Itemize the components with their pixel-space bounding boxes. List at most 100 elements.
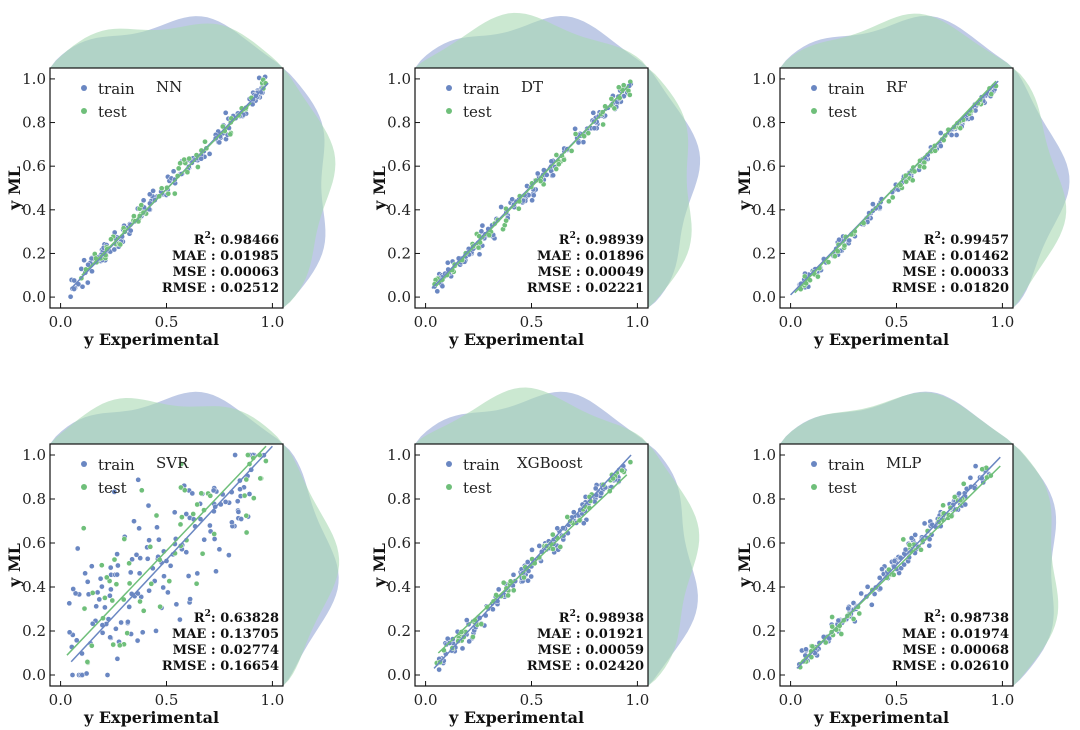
train-point: [93, 603, 100, 610]
test-point: [455, 638, 461, 644]
train-point: [135, 476, 142, 483]
top-density-test: [50, 398, 283, 444]
test-point: [626, 92, 633, 98]
train-point: [108, 586, 114, 593]
model-title: XGBoost: [517, 454, 582, 472]
x-tick-label: 0.5: [520, 691, 544, 709]
x-axis-label: y Experimental: [83, 708, 219, 727]
train-fit-line: [70, 445, 273, 663]
y-tick-label: 0.0: [752, 288, 776, 306]
train-point: [803, 646, 809, 653]
x-tick-label: 1.0: [625, 313, 649, 331]
train-point: [459, 645, 466, 652]
test-point: [157, 603, 163, 610]
train-point: [111, 489, 118, 495]
train-point: [870, 201, 876, 207]
train-point: [476, 251, 483, 258]
train-point: [136, 525, 142, 532]
train-point: [67, 293, 74, 300]
test-point: [615, 84, 622, 91]
x-tick-label: 1.0: [990, 691, 1014, 709]
train-point: [912, 532, 919, 538]
metric-r2-value: : 0.98938: [576, 611, 644, 626]
train-point: [434, 288, 441, 295]
panel-xgboost: 0.0 0.5 1.0 0.0 0.2 0.4 0.6 0.8 1.0 y Experimenta…: [370, 387, 700, 727]
marginal-distributions: [415, 12, 701, 308]
metric-rmse: RMSE : 0.02610: [892, 659, 1009, 674]
train-point: [948, 132, 955, 138]
test-point: [918, 546, 924, 553]
train-point: [89, 268, 95, 275]
train-point: [835, 617, 842, 624]
train-point: [495, 586, 502, 593]
test-point: [126, 580, 133, 587]
test-point: [627, 459, 634, 465]
y-tick-label: 1.0: [22, 70, 46, 88]
train-point: [88, 563, 95, 570]
model-title: DT: [521, 78, 543, 96]
marginal-distributions: [780, 391, 1059, 686]
test-point: [263, 458, 269, 464]
test-point: [809, 643, 816, 650]
test-fit-line: [81, 102, 252, 276]
y-tick-label: 0.8: [387, 114, 411, 132]
right-density-test: [1013, 444, 1059, 686]
train-point: [213, 568, 219, 575]
model-title: MLP: [886, 454, 921, 472]
panel-rf: 0.0 0.5 1.0 0.0 0.2 0.4 0.6 0.8 1.0 y Experimenta…: [735, 13, 1070, 349]
top-density-test: [780, 392, 1013, 444]
x-tick-label: 0.5: [885, 691, 909, 709]
metric-r2-value: : 0.98939: [576, 233, 644, 248]
metric-r2: R2: 0.98938: [559, 609, 644, 626]
train-point: [96, 596, 103, 603]
train-point: [74, 545, 81, 552]
test-point: [177, 521, 184, 528]
train-point: [529, 547, 535, 553]
train-point: [161, 573, 167, 580]
train-point: [145, 502, 152, 509]
train-point: [229, 519, 235, 526]
legend-train-marker: [81, 85, 87, 91]
test-point: [147, 543, 154, 550]
model-title: RF: [886, 78, 908, 96]
train-point: [235, 509, 242, 515]
scatter-points: [431, 78, 634, 295]
test-point: [957, 125, 964, 131]
legend-train-marker: [811, 461, 817, 467]
metric-r2: R2: 0.98738: [924, 609, 1009, 626]
test-point: [111, 556, 118, 563]
test-point: [909, 177, 916, 184]
test-point: [121, 536, 128, 542]
train-point: [536, 543, 543, 549]
top-density-test: [415, 387, 648, 444]
test-point: [890, 571, 897, 578]
train-point: [118, 619, 124, 626]
test-point: [148, 580, 155, 587]
test-point: [177, 160, 183, 167]
metric-r2-symbol: R: [194, 233, 205, 248]
train-point: [84, 279, 91, 286]
y-tick-label: 0.6: [22, 534, 46, 552]
test-point: [960, 480, 967, 487]
test-point: [585, 130, 592, 136]
train-point: [580, 139, 587, 145]
y-tick-label: 0.8: [752, 490, 776, 508]
x-tick-label: 1.0: [260, 313, 284, 331]
y-tick-label: 0.6: [387, 157, 411, 175]
test-point: [557, 544, 564, 550]
legend-train-marker: [446, 85, 452, 91]
train-point: [102, 604, 108, 611]
y-tick-label: 1.0: [752, 70, 776, 88]
test-fit-line: [794, 80, 997, 294]
legend-test-marker: [81, 484, 87, 490]
right-density-test: [648, 68, 692, 308]
train-point: [189, 490, 196, 497]
train-point: [197, 516, 204, 522]
test-point: [131, 213, 137, 219]
train-point: [85, 261, 91, 268]
metric-r2: R2: 0.99457: [924, 231, 1009, 248]
y-tick-label: 0.2: [22, 622, 46, 640]
metric-rmse: RMSE : 0.01820: [892, 281, 1009, 296]
metric-rmse: RMSE : 0.02420: [527, 659, 644, 674]
x-tick-label: 0.0: [414, 313, 438, 331]
